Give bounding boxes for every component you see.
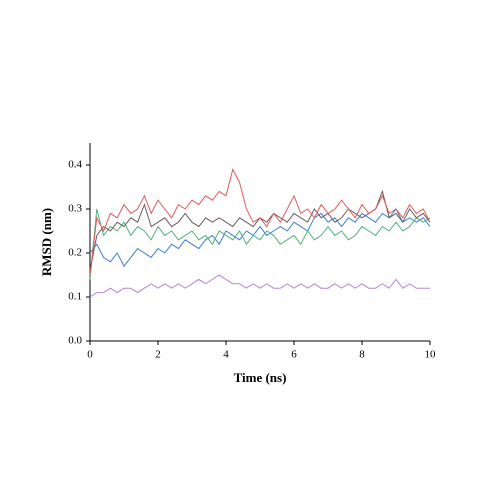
x-tick-label: 10: [425, 349, 437, 361]
x-tick-label: 4: [223, 349, 229, 361]
y-tick-label: 0.1: [68, 291, 82, 303]
x-axis-label: Time (ns): [234, 370, 287, 385]
series-line: [89, 208, 431, 280]
y-tick-label: 0.2: [68, 247, 82, 259]
x-tick-label: 6: [291, 349, 297, 361]
x-tick-label: 8: [359, 349, 365, 361]
x-tick-label: 0: [87, 349, 93, 361]
y-tick-label: 0.3: [68, 203, 82, 215]
series-line: [89, 168, 431, 276]
x-tick-label: 2: [155, 349, 161, 361]
series-line: [89, 274, 430, 298]
y-axis-label: RMSD (nm): [39, 208, 54, 276]
y-tick-label: 0.4: [68, 159, 82, 171]
y-tick-label: 0.0: [68, 335, 82, 347]
series-line: [89, 208, 431, 268]
